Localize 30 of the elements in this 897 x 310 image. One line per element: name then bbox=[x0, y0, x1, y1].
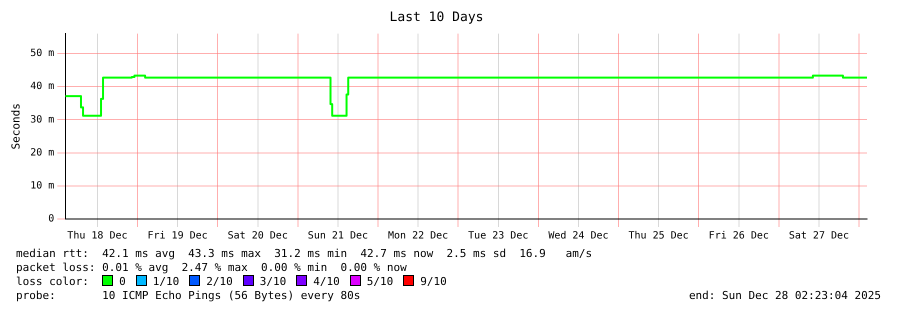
x-tick-label: Fri 26 Dec bbox=[708, 230, 769, 242]
legend-label: 0 bbox=[118, 275, 126, 289]
y-tick-label: 0 bbox=[48, 214, 54, 225]
legend-label: 3/10 bbox=[258, 275, 286, 289]
x-tick-label: Wed 24 Dec bbox=[548, 230, 609, 242]
y-tick-label: 10 m bbox=[30, 180, 54, 192]
text: median rtt: 42.1 ms avg 43.3 ms max 31.2 ms min 42.7 ms now 2.5 ms sd 16.9 am/s bbox=[16, 247, 592, 261]
text: probe: 10 ICMP Echo Pings (56 Bytes) every 80s bbox=[16, 289, 360, 303]
x-tick-label: Fri 19 Dec bbox=[147, 230, 208, 242]
legend-label: 2/10 bbox=[205, 275, 233, 289]
legend-label: 4/10 bbox=[312, 275, 340, 289]
legend-label: 9/10 bbox=[419, 275, 447, 289]
x-tick-label: Mon 22 Dec bbox=[388, 230, 448, 242]
legend-title: loss color: bbox=[16, 275, 90, 288]
text: packet loss: 0.01 % avg 2.47 % max 0.00 % min 0.00 % now bbox=[16, 261, 407, 275]
x-tick-label: Thu 18 Dec bbox=[67, 230, 128, 242]
legend-label: 1/10 bbox=[152, 275, 180, 289]
x-tick-label: Sat 27 Dec bbox=[788, 230, 850, 242]
y-tick-label: 30 m bbox=[30, 114, 54, 126]
y-tick-label: 20 m bbox=[30, 147, 54, 158]
text: end: Sun Dec 28 02:23:04 2025 bbox=[688, 289, 881, 303]
legend-label: 5/10 bbox=[366, 275, 394, 289]
x-tick-label: Sun 21 Dec bbox=[308, 230, 368, 242]
y-axis-title: Seconds bbox=[9, 103, 22, 150]
x-tick-label: Sat 20 Dec bbox=[228, 230, 288, 242]
x-tick-label: Thu 25 Dec bbox=[628, 230, 689, 242]
chart-title: Last 10 Days bbox=[390, 10, 484, 26]
y-tick-label: 40 m bbox=[30, 81, 54, 92]
y-tick-label: 50 m bbox=[30, 48, 54, 60]
x-tick-label: Tue 23 Dec bbox=[468, 230, 528, 242]
